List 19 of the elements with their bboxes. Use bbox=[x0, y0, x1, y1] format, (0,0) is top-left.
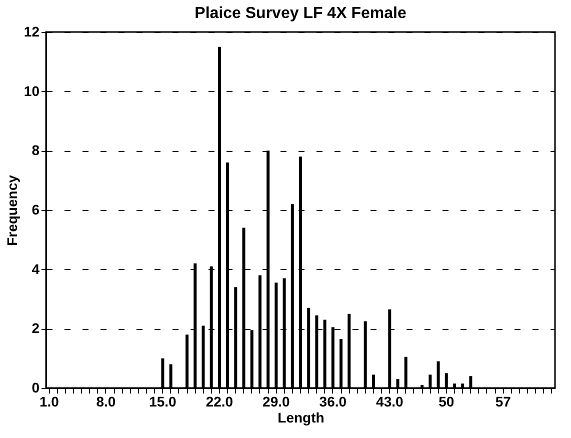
x-tick-label: 1.0 bbox=[40, 394, 60, 410]
x-tick-label: 22.0 bbox=[206, 394, 234, 410]
y-tick-label: 4 bbox=[32, 260, 40, 277]
x-tick-label: 15.0 bbox=[149, 394, 177, 410]
y-tick-label: 12 bbox=[24, 24, 40, 40]
x-tick-label: 43.0 bbox=[376, 394, 404, 410]
x-tick-label: 29.0 bbox=[262, 394, 290, 410]
chart-title: Plaice Survey LF 4X Female bbox=[194, 5, 406, 22]
y-tick-label: 2 bbox=[32, 320, 40, 336]
x-tick-label: 50 bbox=[438, 394, 454, 410]
y-tick-label: 6 bbox=[32, 202, 40, 218]
y-tick-label: 10 bbox=[24, 82, 40, 99]
x-axis-title: Length bbox=[278, 410, 324, 426]
y-tick-label: 8 bbox=[32, 142, 40, 158]
y-axis-title: Frequency bbox=[4, 174, 20, 246]
y-tick-label: 0 bbox=[32, 380, 40, 396]
x-tick-label: 8.0 bbox=[96, 394, 116, 410]
x-tick-label: 57 bbox=[495, 394, 512, 410]
x-tick-label: 36.0 bbox=[319, 394, 347, 410]
